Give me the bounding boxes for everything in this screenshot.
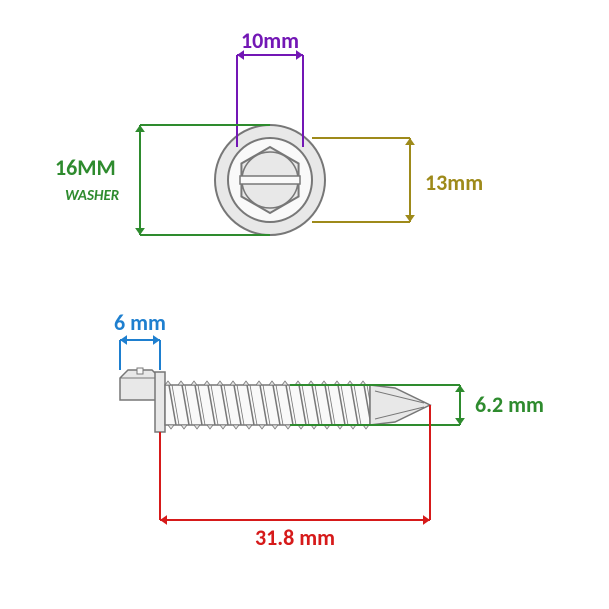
dim-length-label: 31.8 mm — [255, 524, 335, 551]
dim-shank-label: 6.2 mm — [475, 391, 544, 418]
dim-washer-label: 16MM — [55, 154, 116, 181]
dim-head-width-label: 10mm — [241, 27, 299, 54]
dim-head-height-label: 6 mm — [114, 309, 166, 336]
dim-flat-label: 13mm — [425, 169, 483, 196]
dim-washer-sublabel: WASHER — [65, 187, 119, 205]
